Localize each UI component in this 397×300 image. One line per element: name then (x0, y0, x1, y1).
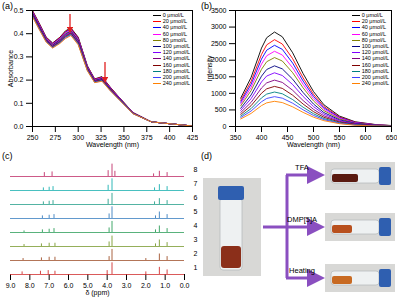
svg-text:0: 0 (223, 123, 227, 130)
svg-text:2.0: 2.0 (141, 282, 151, 289)
html-text:100 μmol/L: 100 μmol/L (162, 43, 190, 49)
svg-text:1: 1 (194, 264, 198, 271)
html-text:180 μmol/L: 180 μmol/L (361, 67, 389, 74)
html-text:240 μmol/L: 240 μmol/L (162, 80, 190, 87)
html-text:0 μmol/L: 0 μmol/L (162, 12, 184, 18)
html-text:140 μmol/L: 140 μmol/L (361, 55, 389, 62)
svg-text:5: 5 (194, 208, 198, 215)
svg-text:600: 600 (360, 134, 372, 141)
svg-text:1500: 1500 (210, 73, 227, 80)
html-text:240 μmol/L: 240 μmol/L (361, 80, 389, 87)
html-text:0 μmol/L: 0 μmol/L (361, 12, 383, 18)
html-text:(d): (d) (201, 151, 212, 161)
svg-text:7.0: 7.0 (44, 282, 54, 289)
svg-text:4.0: 4.0 (102, 282, 112, 290)
svg-text:Wavelength (nm): Wavelength (nm) (287, 141, 340, 149)
svg-text:2000: 2000 (210, 56, 227, 64)
svg-text:7: 7 (194, 180, 198, 187)
svg-text:0.5: 0.5 (14, 7, 24, 14)
svg-text:300: 300 (72, 134, 84, 141)
svg-text:550: 550 (333, 134, 346, 142)
svg-text:400: 400 (164, 134, 176, 141)
svg-text:0.4: 0.4 (14, 30, 24, 37)
svg-text:Heating: Heating (289, 266, 315, 275)
html-text:60 μmol/L: 60 μmol/L (361, 30, 386, 37)
svg-text:9.0: 9.0 (6, 282, 16, 289)
svg-text:2: 2 (194, 250, 198, 257)
svg-text:0.2: 0.2 (14, 76, 24, 83)
svg-text:3: 3 (194, 236, 198, 243)
svg-text:0.3: 0.3 (14, 53, 24, 60)
html-text:200 μmol/L: 200 μmol/L (361, 74, 389, 80)
svg-text:450: 450 (281, 134, 294, 142)
html-text:80 μmol/L: 80 μmol/L (162, 36, 187, 43)
svg-text:275: 275 (50, 134, 62, 141)
html-text:(b): (b) (201, 1, 212, 11)
svg-text:6: 6 (194, 194, 198, 201)
html-text:40 μmol/L: 40 μmol/L (361, 24, 386, 31)
svg-text:Intensity: Intensity (206, 55, 214, 82)
html-text:(a): (a) (2, 1, 13, 11)
svg-text:350: 350 (230, 134, 242, 141)
svg-text:500: 500 (307, 134, 320, 142)
html-text:20 μmol/L: 20 μmol/L (361, 18, 386, 25)
svg-text:Absorbance: Absorbance (7, 50, 14, 87)
svg-text:1.0: 1.0 (160, 282, 170, 289)
html-text:40 μmol/L: 40 μmol/L (162, 24, 187, 31)
html-text:20 μmol/L: 20 μmol/L (162, 18, 187, 25)
svg-text:325: 325 (95, 134, 107, 142)
svg-text:250: 250 (27, 134, 39, 141)
svg-text:8: 8 (194, 166, 198, 173)
svg-text:0.0: 0.0 (14, 123, 24, 130)
svg-text:8.0: 8.0 (25, 282, 35, 289)
svg-text:650: 650 (386, 134, 397, 141)
svg-text:400: 400 (256, 134, 268, 141)
svg-text:4: 4 (194, 222, 198, 229)
html-text:140 μmol/L: 140 μmol/L (162, 55, 190, 62)
svg-text:0.0: 0.0 (180, 282, 190, 289)
html-text:200 μmol/L: 200 μmol/L (162, 74, 190, 80)
html-text:160 μmol/L: 160 μmol/L (361, 61, 389, 68)
svg-text:0.1: 0.1 (14, 100, 24, 107)
svg-text:500: 500 (215, 106, 227, 113)
svg-text:Wavelength (nm): Wavelength (nm) (86, 141, 139, 149)
html-text:100 μmol/L: 100 μmol/L (361, 43, 389, 49)
html-text:80 μmol/L: 80 μmol/L (361, 36, 386, 43)
svg-text:350: 350 (118, 134, 130, 142)
svg-text:3.0: 3.0 (122, 282, 132, 289)
html-text:(c): (c) (2, 151, 13, 161)
svg-text:DMP[5]A: DMP[5]A (287, 215, 317, 224)
svg-text:δ (ppm): δ (ppm) (85, 289, 109, 297)
html-text:120 μmol/L: 120 μmol/L (162, 49, 190, 56)
svg-text:2500: 2500 (211, 40, 227, 47)
svg-text:375: 375 (141, 134, 153, 141)
html-text:160 μmol/L: 160 μmol/L (162, 61, 190, 68)
svg-text:3500: 3500 (211, 7, 227, 14)
html-text:180 μmol/L: 180 μmol/L (162, 67, 190, 74)
svg-text:3000: 3000 (211, 23, 227, 30)
svg-text:TFA: TFA (295, 163, 309, 172)
svg-text:5.0: 5.0 (83, 282, 93, 290)
svg-text:6.0: 6.0 (64, 282, 74, 289)
html-text:120 μmol/L: 120 μmol/L (361, 49, 389, 56)
html-text:60 μmol/L: 60 μmol/L (162, 30, 187, 37)
svg-text:425: 425 (187, 134, 198, 141)
svg-text:1000: 1000 (211, 90, 227, 97)
